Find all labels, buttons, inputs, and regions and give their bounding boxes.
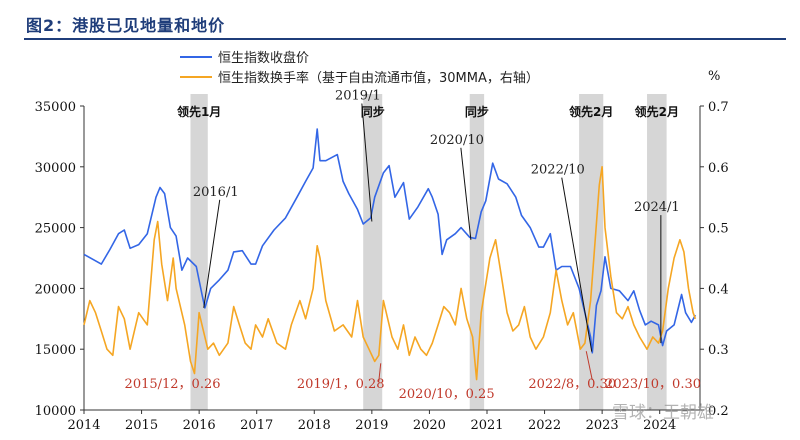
legend-label: 恒生指数换手率（基于自由流通市值，30MMA，右轴） [218,70,539,86]
figure-header: 图2：港股已见地量和地价 [0,0,800,40]
annotation-label: 2024/1 [634,200,680,215]
y-left-tick-label: 20000 [35,282,76,297]
x-tick-label: 2021 [470,418,503,433]
axes: 2014 2015 2016 2017 2018 2019 2020 2021 2022 2023… [35,69,729,433]
low-point-label: 2022/8，0.30 [528,377,616,392]
y-left-tick-label: 10000 [35,404,76,419]
x-tick-label: 2014 [67,418,100,433]
y-right-tick-label: 0.2 [708,404,729,419]
figure-title: 图2：港股已见地量和地价 [26,16,226,35]
x-tick-label: 2024 [643,418,676,433]
y-right-unit: % [708,69,720,84]
annotation-leader [460,147,472,240]
x-tick-label: 2017 [240,418,273,433]
x-tick-label: 2018 [298,418,331,433]
header-rule [24,38,786,40]
x-tick-label: 2016 [183,418,216,433]
y-right-tick-label: 0.7 [708,100,729,115]
x-tick-label: 2022 [528,418,561,433]
series-line-turnover [83,166,697,381]
period-label: 领先2月 [569,104,613,119]
period-label: 领先2月 [635,104,679,119]
shaded-period [190,94,208,410]
low-point-label: 2020/10，0.25 [399,387,495,402]
y-right-tick-label: 0.3 [708,343,729,358]
annotation-leader [203,199,221,308]
low-point-label: 2019/1，0.28 [297,377,385,392]
watermark: 雪球：王朝雄 [612,403,714,423]
annotation-leader [561,177,593,352]
annotations: 2016/1 2019/1 2020/10 2022/10 2024/1 2015/12，… [125,89,701,402]
y-right-tick-label: 0.4 [708,282,729,297]
low-point-arrow [378,363,382,383]
annotation-label: 2022/10 [531,163,585,178]
y-left-tick-label: 15000 [35,343,76,358]
y-right-tick-label: 0.5 [708,222,729,237]
shaded-period [363,94,383,410]
x-tick-label: 2020 [413,418,446,433]
annotation-label: 2020/10 [430,133,484,148]
series-lines [83,128,697,381]
period-label: 同步 [361,104,385,119]
x-tick-label: 2023 [586,418,619,433]
annotation-leader [361,103,373,222]
series-line-hsi-close [83,128,697,354]
x-tick-label: 2019 [355,418,388,433]
period-label: 同步 [465,104,489,119]
annotation-label: 2019/1 [335,89,381,104]
y-left-tick-label: 30000 [35,161,76,176]
y-left-tick-label: 35000 [35,100,76,115]
low-point-label: 2023/10，0.30 [605,377,701,392]
y-right-tick-label: 0.6 [708,161,729,176]
shaded-periods: 领先1月 同步 同步 领先2月 领先2月 [177,94,679,410]
x-tick-label: 2015 [125,418,158,433]
period-label: 领先1月 [177,104,221,119]
y-left-tick-label: 25000 [35,222,76,237]
annotation-label: 2016/1 [193,185,239,200]
shaded-period [647,94,667,410]
legend-label: 恒生指数收盘价 [218,50,309,66]
low-point-arrow [585,351,593,381]
low-point-label: 2015/12，0.26 [125,377,221,392]
shaded-period [579,94,604,410]
